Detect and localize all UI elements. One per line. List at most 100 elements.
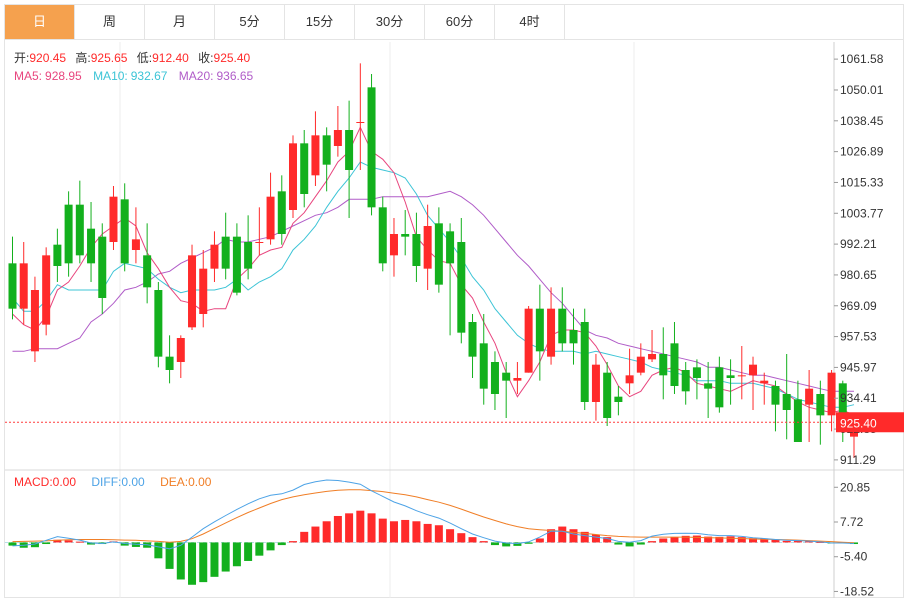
candle-body-62 xyxy=(704,383,713,389)
candle-body-2 xyxy=(30,290,39,352)
macd-bar-32 xyxy=(367,513,376,543)
price-tick-label-0: 1061.58 xyxy=(840,52,884,66)
tab-5[interactable]: 30分 xyxy=(355,5,425,39)
candle-body-31 xyxy=(356,122,365,123)
candle-body-1 xyxy=(19,263,28,309)
macd-bar-43 xyxy=(490,542,499,546)
candle-body-3 xyxy=(42,255,51,325)
candle-body-69 xyxy=(782,394,791,410)
tab-0[interactable]: 日 xyxy=(5,5,75,39)
macd-bar-63 xyxy=(715,536,724,543)
candle-body-23 xyxy=(266,196,275,240)
candle-body-56 xyxy=(636,356,645,373)
candle-body-72 xyxy=(816,394,825,416)
candle-body-61 xyxy=(692,367,701,378)
price-tick-label-11: 934.41 xyxy=(840,391,877,405)
candle-body-64 xyxy=(726,375,735,378)
price-tick-label-8: 969.09 xyxy=(840,299,877,313)
moving-average-lines xyxy=(12,126,855,416)
macd-bar-72 xyxy=(816,541,825,543)
candle-body-44 xyxy=(502,372,511,381)
macd-bar-2 xyxy=(30,542,39,548)
candle-body-60 xyxy=(681,370,690,392)
candle-body-73 xyxy=(827,372,836,416)
candle-body-30 xyxy=(345,130,354,170)
macd-bar-0 xyxy=(8,542,17,546)
candle-body-15 xyxy=(176,338,185,362)
candle-body-34 xyxy=(389,234,398,256)
macd-bar-69 xyxy=(782,540,791,543)
current-price-badge xyxy=(836,412,904,433)
macd-bar-27 xyxy=(311,526,320,543)
macd-bar-24 xyxy=(277,542,286,546)
candle-body-14 xyxy=(165,356,174,370)
candle-body-41 xyxy=(468,322,477,357)
candle-body-21 xyxy=(244,242,253,269)
candle-body-51 xyxy=(580,322,589,402)
macd-bar-30 xyxy=(345,513,354,543)
candle-body-19 xyxy=(221,236,230,269)
candle-body-4 xyxy=(53,244,62,266)
candle-body-18 xyxy=(210,244,219,269)
tab-4[interactable]: 15分 xyxy=(285,5,355,39)
macd-bar-67 xyxy=(760,538,769,543)
candlesticks xyxy=(8,63,858,458)
candle-body-32 xyxy=(367,87,376,208)
chart-frame xyxy=(4,40,904,598)
candle-body-20 xyxy=(232,236,241,293)
macd-bar-16 xyxy=(188,542,197,585)
macd-tick-label-2: -5.40 xyxy=(840,550,868,564)
macd-bar-48 xyxy=(547,529,556,543)
macd-bar-35 xyxy=(401,519,410,543)
tab-3[interactable]: 5分 xyxy=(215,5,285,39)
tab-1[interactable]: 周 xyxy=(75,5,145,39)
candle-body-9 xyxy=(109,196,118,242)
macd-bar-57 xyxy=(648,541,657,543)
tab-7[interactable]: 4时 xyxy=(495,5,565,39)
macd-bar-65 xyxy=(737,537,746,543)
candle-body-66 xyxy=(749,364,758,376)
candle-body-10 xyxy=(120,199,129,264)
candle-body-40 xyxy=(457,242,466,333)
candle-body-24 xyxy=(277,191,286,234)
candle-body-65 xyxy=(737,375,746,377)
macd-readout: MACD:0.00 DIFF:0.00 DEA:0.00 xyxy=(14,475,212,489)
macd-bar-15 xyxy=(176,542,185,580)
candle-body-36 xyxy=(412,234,421,266)
candle-body-35 xyxy=(401,234,410,237)
macd-bar-31 xyxy=(356,510,365,543)
macd-bar-25 xyxy=(289,541,297,543)
macd-bar-58 xyxy=(659,538,668,543)
macd-bar-34 xyxy=(389,521,398,543)
macd-bar-41 xyxy=(468,537,477,543)
ma5-line xyxy=(12,126,855,416)
price-tick-label-6: 992.21 xyxy=(840,237,877,251)
macd-bar-56 xyxy=(636,542,645,545)
candle-body-37 xyxy=(423,226,432,269)
ohlc-readout: 开:920.45 高:925.65 低:912.40 收:925.40 xyxy=(14,50,251,65)
macd-bar-29 xyxy=(333,515,342,543)
macd-axis: 20.85 7.72 -5.40 -18.52 xyxy=(834,480,874,598)
candle-body-47 xyxy=(535,308,544,352)
macd-bar-33 xyxy=(378,518,387,543)
candle-body-26 xyxy=(300,143,309,194)
macd-panel xyxy=(5,479,858,585)
ma10-line xyxy=(12,161,855,408)
tab-6[interactable]: 60分 xyxy=(425,5,495,39)
price-tick-label-1: 1050.01 xyxy=(840,83,884,97)
macd-bar-55 xyxy=(625,542,634,547)
tab-2[interactable]: 月 xyxy=(145,5,215,39)
candle-body-6 xyxy=(75,204,84,256)
candle-body-74 xyxy=(838,383,847,426)
macd-bar-40 xyxy=(457,533,466,543)
candle-body-12 xyxy=(143,255,152,288)
ma-readout: MA5: 928.95 MA10: 932.67 MA20: 936.65 xyxy=(14,69,254,83)
candle-body-54 xyxy=(614,396,623,402)
macd-bar-26 xyxy=(300,531,309,543)
candle-body-53 xyxy=(603,372,612,418)
grid-lines xyxy=(5,42,904,598)
candle-body-42 xyxy=(479,343,488,389)
macd-bar-21 xyxy=(244,542,253,561)
macd-bar-49 xyxy=(558,526,567,543)
candle-body-16 xyxy=(188,255,197,328)
